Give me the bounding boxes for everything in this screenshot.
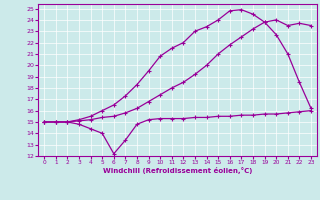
X-axis label: Windchill (Refroidissement éolien,°C): Windchill (Refroidissement éolien,°C) — [103, 167, 252, 174]
